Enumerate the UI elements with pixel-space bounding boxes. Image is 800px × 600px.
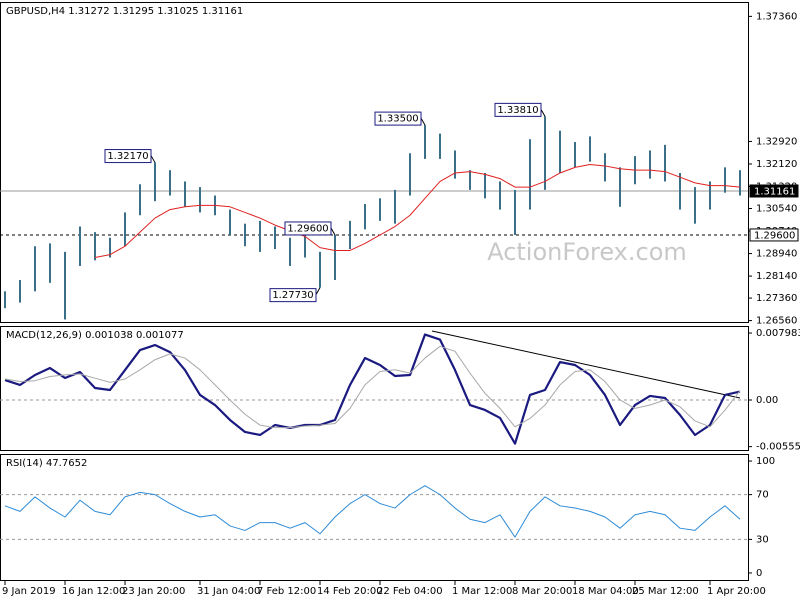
rsi-title: RSI(14) 47.7652: [6, 458, 87, 469]
price-label-box: [749, 228, 799, 242]
y-tick-label: 0: [756, 568, 762, 579]
y-tick-label: 1.26560: [756, 316, 797, 327]
price-label: 1.31161: [754, 186, 795, 197]
annotation-leader: [540, 109, 546, 117]
annotation-leader: [330, 227, 336, 236]
trend-line: [431, 330, 741, 399]
main-panel: [0, 2, 749, 323]
x-tick-label: 1 Mar 12:00: [452, 586, 512, 597]
annotation-label: 1.32170: [107, 151, 148, 162]
annotation-leader: [150, 155, 156, 163]
watermark: ActionForex.com: [487, 238, 687, 266]
moving-average: [94, 164, 741, 258]
y-tick-label: -0.005559: [756, 442, 800, 453]
annotation-label: 1.33810: [497, 105, 538, 116]
annotation-box: [284, 221, 332, 236]
annotation-leader: [420, 117, 426, 126]
x-tick-label: 31 Jan 04:00: [197, 586, 260, 597]
annotation-label: 1.29600: [287, 223, 328, 234]
annotation-box: [494, 102, 542, 117]
y-tick-label: 70: [756, 490, 769, 501]
annotation-label: 1.33500: [377, 114, 418, 125]
y-tick-label: 1.28940: [756, 249, 797, 260]
indicator-line: [4, 333, 741, 445]
y-tick-label: 1.32920: [756, 136, 797, 147]
chart-title: GBPUSD,H4 1.31272 1.31295 1.31025 1.3116…: [6, 6, 243, 17]
x-tick-label: 8 Mar 20:00: [512, 586, 572, 597]
x-tick-label: 22 Feb 04:00: [377, 586, 443, 597]
y-tick-label: 1.28140: [756, 271, 797, 282]
y-tick-label: 1.30540: [756, 203, 797, 214]
x-tick-label: 25 Mar 12:00: [632, 586, 699, 597]
annotation-box: [269, 288, 317, 303]
price-label: 1.29600: [754, 230, 795, 241]
macd-panel: [0, 326, 749, 451]
y-tick-label: 1.37360: [756, 11, 797, 22]
indicator-line: [4, 345, 741, 429]
x-tick-label: 9 Jan 2019: [2, 586, 56, 597]
x-tick-label: 23 Jan 20:00: [122, 586, 185, 597]
annotation-leader: [315, 287, 321, 295]
y-tick-label: 1.32120: [756, 159, 797, 170]
x-tick-label: 7 Feb 12:00: [257, 586, 316, 597]
y-tick-label: 100: [756, 456, 775, 467]
y-tick-label: 0.00: [756, 395, 778, 406]
x-tick-label: 18 Mar 04:00: [572, 586, 639, 597]
x-tick-label: 1 Apr 20:00: [707, 586, 766, 597]
annotation-box: [104, 149, 152, 164]
indicator-line: [4, 485, 741, 538]
x-tick-label: 14 Feb 20:00: [317, 586, 383, 597]
rsi-panel: [0, 454, 749, 581]
annotation-box: [374, 111, 422, 126]
annotation-label: 1.27730: [272, 290, 313, 301]
y-tick-label: 30: [756, 534, 769, 545]
macd-title: MACD(12,26,9) 0.001038 0.001077: [6, 330, 184, 341]
price-label-box: [749, 184, 799, 198]
y-tick-label: 0.007983: [756, 328, 800, 339]
y-tick-label: 1.27360: [756, 293, 797, 304]
x-tick-label: 16 Jan 12:00: [62, 586, 125, 597]
